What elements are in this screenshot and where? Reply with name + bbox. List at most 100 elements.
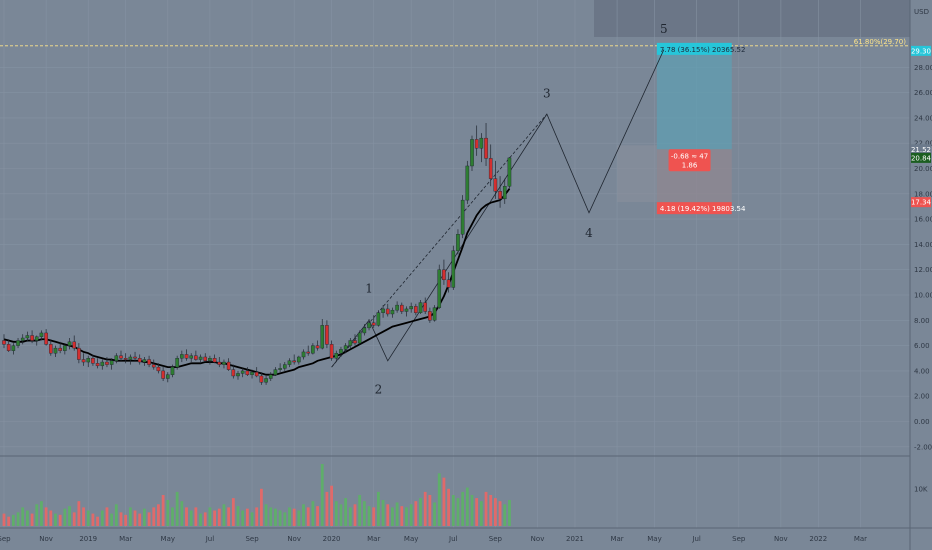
candle-body xyxy=(446,279,451,288)
volume-bar xyxy=(283,512,287,526)
candle-body xyxy=(203,356,208,361)
volume-bar xyxy=(494,498,497,526)
candle-body xyxy=(502,186,507,200)
candle-body xyxy=(404,308,409,312)
candle-body xyxy=(498,191,502,200)
candle xyxy=(367,319,371,331)
volume-bar xyxy=(255,507,259,526)
time-tick-label: 2022 xyxy=(809,535,827,543)
center-label-line2: 1.86 xyxy=(682,161,698,169)
candle xyxy=(390,307,395,318)
time-tick-label: Nov xyxy=(531,535,545,543)
candle-body xyxy=(109,360,114,365)
candle-body xyxy=(156,366,161,372)
candle-body xyxy=(2,340,6,345)
candle xyxy=(339,346,343,357)
volume-bar xyxy=(40,501,43,526)
candle-body xyxy=(371,322,376,326)
candle xyxy=(20,334,25,345)
candle xyxy=(428,307,432,323)
candle-body xyxy=(86,358,91,363)
candle xyxy=(109,358,114,370)
candle-body xyxy=(357,332,362,344)
candle xyxy=(329,340,334,361)
volume-bar xyxy=(405,507,408,526)
candle-body xyxy=(348,340,353,346)
candle xyxy=(301,349,306,360)
volume-bar xyxy=(86,510,90,526)
candle xyxy=(123,353,128,364)
candle-body xyxy=(77,347,81,360)
candle xyxy=(456,229,460,255)
candle-body xyxy=(259,375,264,383)
volume-bar xyxy=(2,513,6,526)
candle xyxy=(16,338,20,349)
volume-bar xyxy=(414,501,418,526)
candles xyxy=(2,122,512,385)
volume-bar xyxy=(161,495,165,526)
candle xyxy=(184,349,189,361)
candle-body xyxy=(123,358,128,360)
wave-label-2: 2 xyxy=(375,383,383,397)
candle-body xyxy=(484,137,488,159)
candle xyxy=(217,356,222,368)
stop-label: 4.18 (19.42%) 19803.54 xyxy=(660,205,746,213)
volume-bar xyxy=(484,491,488,526)
candle-body xyxy=(212,358,217,363)
time-axis[interactable]: Sep Nov 2019 Mar May Jul Sep Nov 2020 Mar May Jul Se… xyxy=(0,535,867,543)
volume-bar xyxy=(386,504,390,526)
time-tick-label: Nov xyxy=(287,535,301,543)
price-axis[interactable]: -2.00 0.00 2.00 4.00 6.00 8.00 10.00 12.00 14.00… xyxy=(911,45,932,493)
volume-bar xyxy=(367,506,371,526)
price-tick-label: 20.00 xyxy=(914,165,932,173)
price-tick-label: 12.00 xyxy=(914,266,932,274)
candle-body xyxy=(278,368,282,370)
volume-bar xyxy=(72,512,76,526)
time-tick-label: 2021 xyxy=(566,535,584,543)
volume-bar xyxy=(152,507,156,526)
candle-body xyxy=(151,364,156,368)
position-tool[interactable]: 7.78 (36.15%) 20365.52 4.18 (19.42%) 1980… xyxy=(0,38,910,215)
candle xyxy=(357,330,362,345)
volume-bar xyxy=(114,504,118,526)
volume-bar xyxy=(320,464,324,526)
volume-bar xyxy=(470,495,474,526)
candle xyxy=(325,320,329,349)
volume-bar xyxy=(311,501,315,526)
volume-bar xyxy=(119,512,123,526)
candle-body xyxy=(137,358,142,363)
volume-bar xyxy=(157,504,160,526)
volume-bar xyxy=(306,507,310,526)
volume-bar xyxy=(128,507,132,526)
candle xyxy=(259,372,264,385)
candle-body xyxy=(315,345,320,349)
candle xyxy=(67,338,72,350)
volume-bar xyxy=(77,501,81,526)
price-tick-label: 28.00 xyxy=(914,64,932,72)
volume-bar xyxy=(180,501,184,526)
candle xyxy=(488,144,493,187)
volume-bar xyxy=(264,504,268,526)
center-label-line1: -0.68 ≈ 47 xyxy=(671,152,708,160)
candle xyxy=(142,356,147,366)
candle xyxy=(320,319,325,350)
candle xyxy=(91,354,95,366)
candle xyxy=(175,355,179,370)
candle-body xyxy=(268,374,273,379)
entry-range xyxy=(617,145,657,203)
volume-bar xyxy=(362,501,366,526)
time-tick-label: Jul xyxy=(691,535,701,543)
price-tick-label: 2.00 xyxy=(914,393,930,401)
price-badge-bg xyxy=(911,152,931,163)
volume-bar xyxy=(461,491,465,526)
volume-bar xyxy=(381,499,385,526)
price-badge: 29.30 xyxy=(911,47,931,55)
candle-body xyxy=(128,356,133,360)
candle xyxy=(292,354,296,365)
candle-body xyxy=(334,352,339,359)
volume-bar xyxy=(498,501,502,526)
volume-bar xyxy=(208,507,212,526)
volume-bar xyxy=(49,510,53,526)
candle xyxy=(343,343,348,354)
